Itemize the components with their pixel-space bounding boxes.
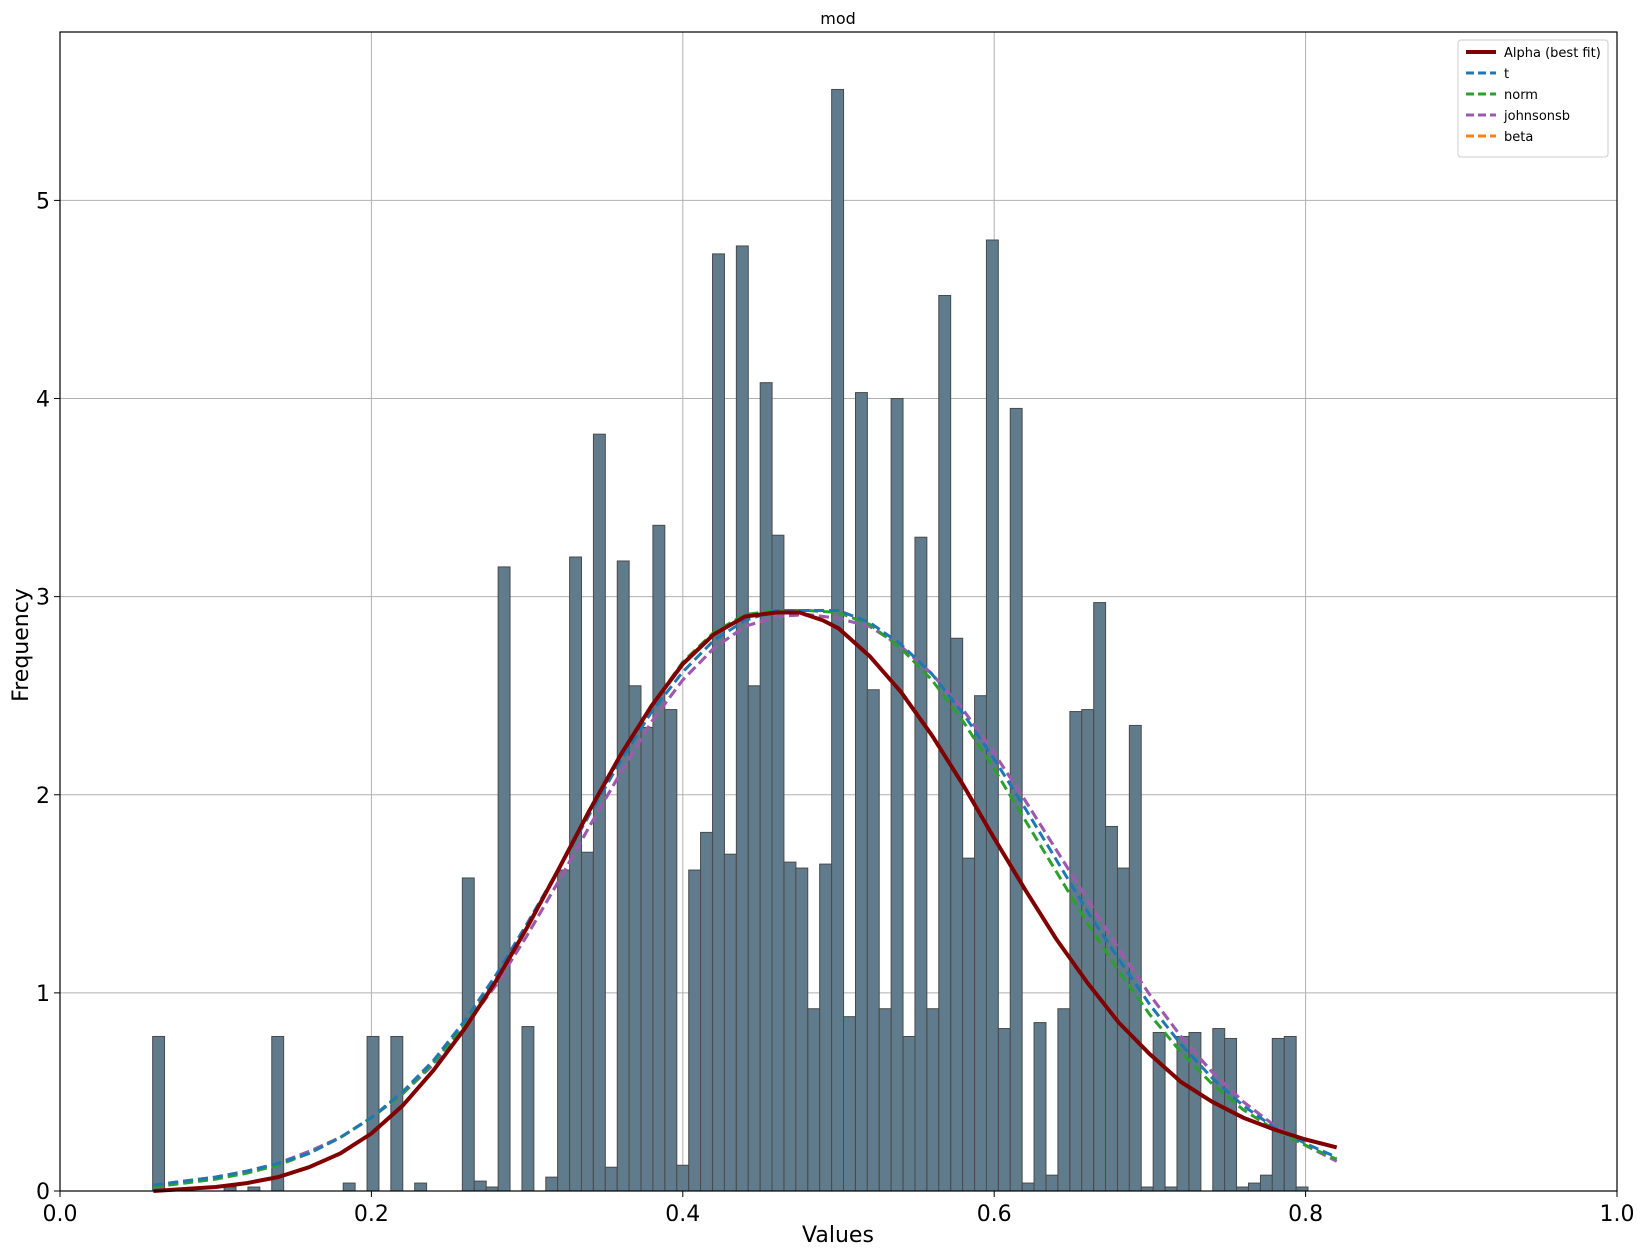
histogram-bar <box>938 294 952 1192</box>
histogram-bar <box>461 877 475 1192</box>
legend-entry: norm <box>1504 88 1538 103</box>
histogram-bar <box>1093 602 1107 1192</box>
histogram-bar <box>557 869 571 1192</box>
histogram-bar <box>771 534 785 1192</box>
histogram-bar <box>795 867 809 1192</box>
histogram-bar <box>747 685 761 1192</box>
histogram-bar <box>676 1164 690 1192</box>
histogram-bar <box>878 1008 892 1192</box>
histogram-bars <box>152 88 1309 1192</box>
histogram-bar <box>831 88 845 1192</box>
legend-box <box>1457 39 1609 158</box>
y-tick-label: 0 <box>36 1180 50 1205</box>
y-tick-label: 3 <box>36 586 50 611</box>
histogram-bar <box>366 1035 380 1192</box>
histogram-bar <box>152 1035 166 1192</box>
histogram-bar <box>783 861 797 1192</box>
histogram-bar <box>819 863 833 1192</box>
x-tick-label: 0.2 <box>354 1202 389 1227</box>
histogram-bar <box>497 566 511 1192</box>
histogram-bar <box>712 253 725 1192</box>
histogram-bar <box>950 637 964 1192</box>
histogram-bar <box>640 726 654 1192</box>
x-tick-label: 0.0 <box>43 1202 78 1227</box>
chart-title: mod <box>820 9 856 28</box>
x-tick-label: 0.6 <box>977 1202 1012 1227</box>
histogram-bar <box>1021 1182 1035 1192</box>
histogram-bar <box>1212 1028 1226 1192</box>
histogram-bar <box>700 831 713 1192</box>
histogram-bar <box>521 1026 535 1192</box>
histogram-bar <box>342 1182 356 1192</box>
histogram-bar <box>1081 709 1095 1192</box>
histogram-bar <box>1259 1174 1273 1192</box>
histogram-bar <box>723 853 737 1192</box>
legend-entry: t <box>1504 67 1509 82</box>
y-tick-label: 2 <box>36 784 50 809</box>
histogram-bar <box>688 869 702 1192</box>
histogram-bar <box>854 392 868 1192</box>
histogram-bar <box>926 1008 940 1192</box>
histogram-bar <box>473 1180 487 1192</box>
y-tick-label: 1 <box>36 982 50 1007</box>
histogram-bar <box>664 709 678 1192</box>
fit-curve-t <box>153 609 1338 1187</box>
plot-frame <box>59 31 1618 1192</box>
histogram-bar <box>1128 724 1142 1192</box>
histogram-bar <box>616 560 630 1192</box>
legend: Alpha (best fit) t norm johnsonsb beta <box>1457 39 1609 158</box>
histogram-bar <box>759 382 773 1192</box>
histogram-bar <box>914 536 928 1192</box>
fit-curve-johnsonsb <box>153 613 1338 1187</box>
x-tick-label: 0.8 <box>1288 1202 1323 1227</box>
fit-curve-norm <box>153 609 1338 1189</box>
histogram-bar <box>604 1166 618 1192</box>
histogram-bar <box>1271 1037 1285 1192</box>
histogram-bar <box>592 433 606 1192</box>
histogram-bar <box>902 1035 916 1192</box>
histogram-bar <box>974 695 987 1192</box>
histogram-bar <box>985 239 999 1192</box>
histogram-bar <box>842 1016 856 1192</box>
histogram-bar <box>1283 1035 1297 1192</box>
legend-entry: johnsonsb <box>1503 109 1570 124</box>
histogram-bar <box>962 857 976 1192</box>
legend-entry: beta <box>1504 130 1533 145</box>
x-axis-label: Values <box>802 1223 874 1248</box>
fit-curve-alpha-best-fit- <box>153 610 1338 1193</box>
histogram-bar <box>569 556 583 1192</box>
histogram-bar <box>866 689 880 1192</box>
histogram-bar <box>1069 711 1083 1192</box>
fit-curves <box>153 609 1338 1193</box>
x-axis-ticks: 0.0 0.2 0.4 0.6 0.8 1.0 <box>43 1191 1635 1227</box>
histogram-bar <box>1045 1174 1059 1192</box>
histogram-bar <box>997 1028 1011 1192</box>
histogram-bar <box>652 524 666 1192</box>
histogram-bar <box>580 851 594 1192</box>
histogram-bar <box>1057 1008 1071 1192</box>
y-tick-label: 4 <box>36 388 50 413</box>
histogram-bar <box>890 398 904 1192</box>
y-axis-ticks: 0 1 2 3 4 5 <box>36 189 60 1205</box>
histogram-bar <box>545 1176 559 1192</box>
y-axis-label: Frequency <box>9 588 34 702</box>
legend-entry: Alpha (best fit) <box>1504 46 1601 61</box>
histogram-bar <box>414 1182 428 1192</box>
histogram-bar <box>807 1008 821 1192</box>
histogram-bar <box>628 685 642 1192</box>
histogram-bar <box>1033 1022 1047 1192</box>
histogram-bar <box>1247 1182 1261 1192</box>
histogram-bar <box>735 245 749 1192</box>
y-tick-label: 5 <box>36 189 50 214</box>
x-tick-label: 0.4 <box>665 1202 700 1227</box>
x-tick-label: 1.0 <box>1600 1202 1635 1227</box>
